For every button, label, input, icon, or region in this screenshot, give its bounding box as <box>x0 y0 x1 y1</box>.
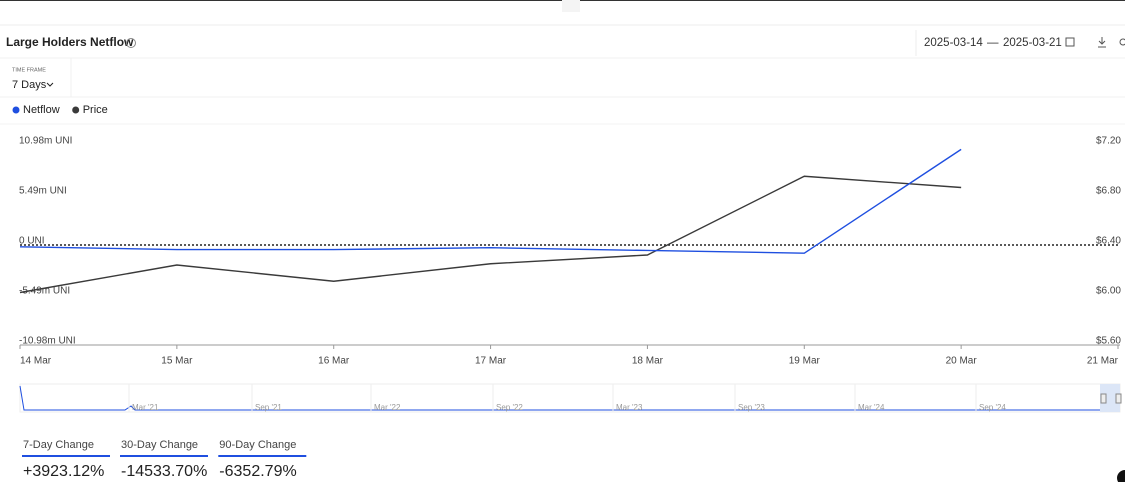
help-button[interactable] <box>1117 470 1125 482</box>
x-tick-label: 19 Mar <box>789 356 821 367</box>
x-tick-label: 21 Mar <box>1087 356 1119 367</box>
navigator-label: Sep '21 <box>255 403 282 412</box>
timeframe-value[interactable]: 7 Days <box>12 79 47 91</box>
stat-label[interactable]: 30-Day Change <box>121 439 198 451</box>
timeframe-label: TIME FRAME <box>12 67 46 73</box>
download-icon[interactable] <box>1098 37 1106 48</box>
navigator-label: Mar '24 <box>858 403 885 412</box>
navigator-label: Mar '22 <box>374 403 401 412</box>
x-tick-label: 20 Mar <box>946 356 978 367</box>
y2-tick-label: $6.80 <box>1096 186 1121 197</box>
series-line <box>19 148 962 254</box>
dropdown-icon[interactable] <box>46 82 54 87</box>
navigator-label: Mar '21 <box>132 403 159 412</box>
legend-label[interactable]: Price <box>83 104 108 116</box>
navigator-handle[interactable] <box>1115 393 1122 404</box>
y-tick-label: 0 UNI <box>19 236 45 247</box>
settings-icon[interactable] <box>1119 38 1125 46</box>
navigator-handle[interactable] <box>1100 393 1107 404</box>
chart-title: Large Holders Netflow <box>6 35 134 49</box>
date-separator: — <box>987 37 999 49</box>
stat-label[interactable]: 7-Day Change <box>23 439 94 451</box>
navigator-selection[interactable] <box>1100 384 1120 412</box>
y2-tick-label: $7.20 <box>1096 136 1121 147</box>
x-tick-label: 14 Mar <box>20 356 52 367</box>
navigator-label: Sep '22 <box>496 403 523 412</box>
y2-tick-label: $6.00 <box>1096 286 1121 297</box>
x-tick-label: 15 Mar <box>161 356 193 367</box>
y-tick-label: 10.98m UNI <box>19 136 72 147</box>
navigator-line <box>19 385 1100 411</box>
y-tick-label: -10.98m UNI <box>19 336 76 347</box>
info-icon[interactable] <box>126 38 136 48</box>
y2-tick-label: $6.40 <box>1096 236 1121 247</box>
stat-value: +3923.12% <box>23 463 104 480</box>
date-start[interactable]: 2025-03-14 <box>924 37 983 49</box>
navigator-label: Sep '24 <box>979 403 1006 412</box>
navigator-label: Mar '23 <box>616 403 643 412</box>
tab <box>562 0 580 12</box>
stat-value: -14533.70% <box>121 463 207 480</box>
y-tick-label: -5.49m UNI <box>19 286 70 297</box>
legend-label[interactable]: Netflow <box>23 104 60 116</box>
legend-swatch[interactable] <box>72 106 80 114</box>
y-tick-label: 5.49m UNI <box>19 186 67 197</box>
x-tick-label: 16 Mar <box>318 356 350 367</box>
x-tick-label: 17 Mar <box>475 356 507 367</box>
date-end[interactable]: 2025-03-21 <box>1003 37 1062 49</box>
x-tick-label: 18 Mar <box>632 356 664 367</box>
series-line <box>19 175 962 294</box>
legend-swatch[interactable] <box>12 106 20 114</box>
y2-tick-label: $5.60 <box>1096 336 1121 347</box>
navigator-label: Sep '23 <box>738 403 765 412</box>
stat-value: -6352.79% <box>219 463 296 480</box>
calendar-icon[interactable] <box>1065 37 1075 47</box>
stat-label[interactable]: 90-Day Change <box>219 439 296 451</box>
